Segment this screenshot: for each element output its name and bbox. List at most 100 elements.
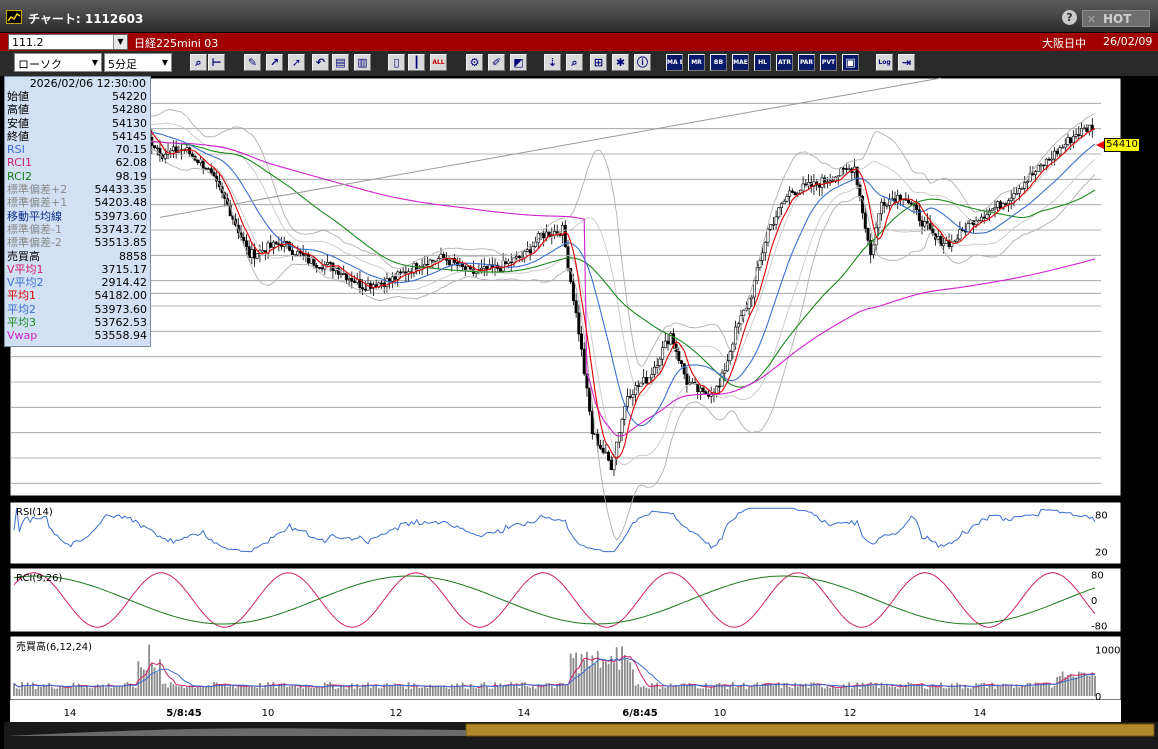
candle-body xyxy=(690,382,694,384)
bb-tool[interactable]: BB xyxy=(710,54,727,71)
hot-button[interactable]: ✕ HOT xyxy=(1082,10,1150,27)
candle-tool[interactable]: ▯ xyxy=(388,54,405,71)
settings-tool[interactable]: ⚙ xyxy=(466,54,483,71)
volume-bar xyxy=(186,687,188,696)
edit-tool[interactable]: ✐ xyxy=(488,54,505,71)
chart-canvas[interactable]: 54500 54000 53500 53000 RSI(14) 80 20 RCI(9,26)… xyxy=(4,76,1158,749)
split-tool[interactable]: ⊢ xyxy=(208,54,225,71)
candle-body xyxy=(877,213,881,229)
volume-bar xyxy=(586,651,588,696)
chevron-down-icon[interactable]: ▼ xyxy=(91,58,98,67)
candle-body xyxy=(269,242,273,248)
volume-bar xyxy=(318,687,321,696)
mark-tool[interactable]: ✱ xyxy=(612,54,629,71)
chevron-down-icon[interactable]: ▼ xyxy=(161,58,168,67)
volume-bar xyxy=(545,682,548,696)
candle-body xyxy=(580,333,584,350)
mac-ema-tool[interactable]: MA EMA xyxy=(666,54,683,71)
par-tool[interactable]: PAR xyxy=(798,54,815,71)
cursor-tool[interactable]: ➚ xyxy=(288,54,305,71)
close-icon[interactable]: ✕ xyxy=(1087,13,1097,26)
volume-bar xyxy=(726,688,729,696)
candle-body xyxy=(861,196,865,214)
frame-tool[interactable]: ▣ xyxy=(842,54,859,71)
rsi-line xyxy=(13,507,1096,553)
chart-type-select[interactable]: ローソク ▼ xyxy=(14,53,102,72)
export-tool[interactable]: ⇥ xyxy=(898,54,915,71)
volume-bar xyxy=(1053,685,1056,696)
volume-bar xyxy=(648,688,650,696)
color-tool[interactable]: ◩ xyxy=(510,54,527,71)
info-tool[interactable]: ⓘ xyxy=(634,54,651,71)
volume-bar xyxy=(331,685,334,696)
volume-bar xyxy=(815,683,818,696)
compare-tool[interactable]: ⊞ xyxy=(590,54,607,71)
interval-select[interactable]: 5分足 ▼ xyxy=(104,53,172,72)
draw-line-tool[interactable]: ✎ xyxy=(244,54,261,71)
volume-bar xyxy=(542,684,545,696)
volume-bar xyxy=(229,684,232,696)
candle-body xyxy=(1085,127,1089,132)
log-tool[interactable]: Log xyxy=(876,54,893,71)
volume-bar xyxy=(1069,674,1072,696)
copy-tool[interactable]: ▤ xyxy=(332,54,349,71)
symbol-input[interactable]: 111.2 xyxy=(12,36,44,49)
all-tool[interactable]: ALL xyxy=(430,54,447,71)
mae-tool[interactable]: MAE xyxy=(732,54,749,71)
candle-body xyxy=(788,190,792,197)
candle-body xyxy=(993,207,997,210)
data-panel-row: 安値 54130 xyxy=(5,117,150,130)
volume-bar xyxy=(526,686,529,696)
volume-bar xyxy=(1050,687,1053,696)
zoom-tool[interactable]: ⌕ xyxy=(190,54,207,71)
volume-bar xyxy=(888,686,891,696)
volume-bar xyxy=(515,683,518,696)
chart-area[interactable]: 54500 54000 53500 53000 RSI(14) 80 20 RCI(9,26)… xyxy=(4,76,1158,749)
candle-body xyxy=(639,382,643,387)
volume-bar xyxy=(780,688,783,696)
scrollbar-overview xyxy=(8,728,466,736)
candle-body xyxy=(153,145,157,148)
data-panel-row: 標準偏差-1 53743.72 xyxy=(5,223,150,236)
volume-bar xyxy=(856,682,859,696)
volume-bar xyxy=(177,686,180,696)
candle-body xyxy=(869,240,873,255)
symbol-select[interactable]: 111.2 ▼ xyxy=(8,34,128,50)
candle-body xyxy=(898,194,902,200)
delete-tool[interactable]: ▥ xyxy=(354,54,371,71)
data-panel-row: 標準偏差+2 54433.35 xyxy=(5,183,150,196)
pvt-tool[interactable]: PVT xyxy=(820,54,837,71)
undo-tool[interactable]: ↶ xyxy=(312,54,329,71)
candle-body xyxy=(480,267,484,270)
bar-tool[interactable]: ┃ xyxy=(408,54,425,71)
volume-bar xyxy=(518,687,521,696)
volume-bar xyxy=(1023,685,1026,696)
volume-bar xyxy=(913,686,915,696)
volume-bar xyxy=(718,682,721,696)
chevron-down-icon[interactable]: ▼ xyxy=(113,35,127,49)
candle-body xyxy=(171,146,175,151)
volume-bar xyxy=(1075,677,1077,696)
candle-body xyxy=(196,159,200,163)
candle-body xyxy=(880,201,884,215)
volume-bar xyxy=(67,687,69,696)
atr-tool[interactable]: ATR xyxy=(776,54,793,71)
candle-body xyxy=(920,220,924,227)
volume-bar xyxy=(29,686,32,696)
volume-bar xyxy=(637,684,640,696)
volume-bar xyxy=(753,684,756,696)
trend-line-tool[interactable]: ↗ xyxy=(266,54,283,71)
volume-bar xyxy=(521,682,523,696)
mr-tool[interactable]: MR xyxy=(688,54,705,71)
volume-bar xyxy=(342,684,345,696)
volume-tick-label: 10000 xyxy=(1095,645,1127,656)
volume-bar xyxy=(899,684,902,696)
help-button[interactable]: ? xyxy=(1062,10,1077,25)
order-tool[interactable]: ⇣ xyxy=(544,54,561,71)
search-tool[interactable]: ⌕ xyxy=(566,54,583,71)
hl-tool[interactable]: HL xyxy=(754,54,771,71)
volume-bar xyxy=(537,684,540,696)
candle-body xyxy=(671,333,675,345)
candle-body xyxy=(785,196,789,202)
candle-body xyxy=(612,456,616,471)
